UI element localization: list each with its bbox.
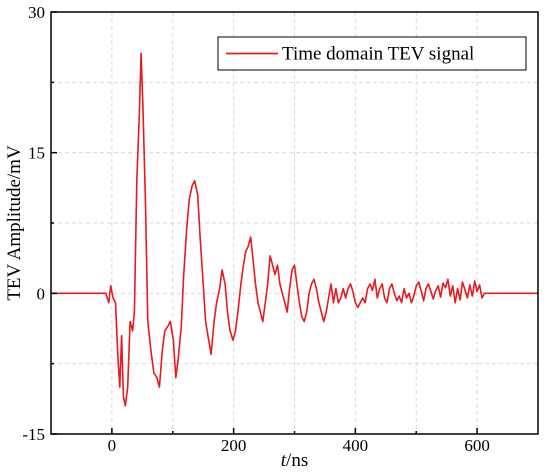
x-axis-title: t/ns <box>281 450 308 471</box>
y-tick-label: 15 <box>28 144 45 163</box>
legend-label: Time domain TEV signal <box>282 44 474 65</box>
x-tick-label: 200 <box>221 436 247 455</box>
x-axis-title-variable: t <box>281 450 287 471</box>
series-layer <box>51 52 538 407</box>
grid-lines <box>51 12 538 434</box>
axis-ticks <box>51 11 478 435</box>
x-tick-label: 400 <box>343 436 369 455</box>
y-axis-title: TEV Amplitude/mV <box>4 145 25 301</box>
series-line <box>51 52 538 407</box>
y-tick-label: 0 <box>37 284 46 303</box>
y-tick-label: 30 <box>28 3 45 22</box>
y-tick-label: -15 <box>22 425 45 444</box>
x-tick-label: 0 <box>108 436 117 455</box>
x-tick-label: 600 <box>464 436 490 455</box>
legend: Time domain TEV signal <box>217 36 527 71</box>
tick-labels: 0 200 400 600 -15 0 15 30 <box>22 3 490 455</box>
x-axis-title-unit: /ns <box>286 450 308 471</box>
